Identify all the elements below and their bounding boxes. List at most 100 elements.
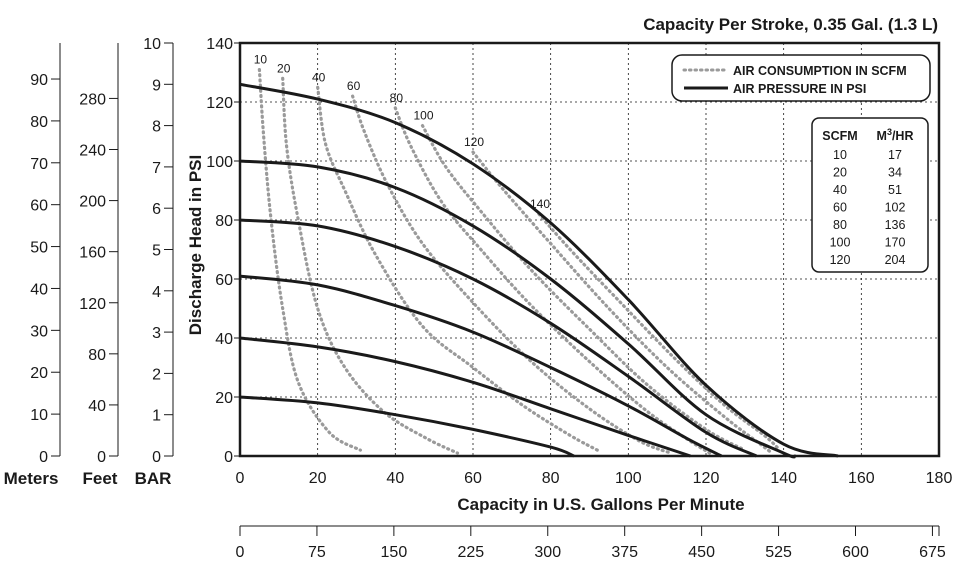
x-tick-label: 80 [542,470,560,487]
unit-axis-label: 60 [30,198,48,215]
table-cell-m3hr: 17 [888,148,902,162]
x-tick-label: 60 [464,470,482,487]
chart-title: Capacity Per Stroke, 0.35 Gal. (1.3 L) [643,15,938,34]
x-tick-label: 140 [770,470,797,487]
secondary-axis-label: 375 [611,544,638,561]
secondary-axis-label: 525 [765,544,792,561]
air-curve-100 [420,124,747,452]
unit-axis-label: 5 [152,243,161,260]
unit-axis-label: 0 [39,449,48,466]
x-tick-label: 160 [848,470,875,487]
table-cell-scfm: 10 [833,148,847,162]
x-tick-label: 120 [693,470,720,487]
unit-axis-label: 1 [152,408,161,425]
air-curve-60 [351,94,673,455]
table-cell-scfm: 100 [830,236,851,250]
pressure-curve-100 [239,159,797,459]
unit-axis-label: 280 [79,91,106,108]
unit-axis-label: 9 [152,77,161,94]
conversion-table-box [811,117,929,273]
unit-axis-label: 70 [30,156,48,173]
unit-axis-label: 0 [152,449,161,466]
y-tick-label: 80 [215,213,233,230]
unit-axis-label: 80 [88,347,106,364]
unit-axis-label: 120 [79,296,106,313]
unit-axis-label: 50 [30,240,48,257]
unit-axis-label: 40 [88,398,106,415]
air-consumption-curves: 10 20 40 60 80 100 120 140 [254,53,782,455]
unit-axis-title-feet: Feet [83,469,118,488]
air-curve-label-40: 40 [312,70,326,84]
y-tick-label: 120 [206,95,233,112]
unit-axis-label: 7 [152,160,161,177]
legend-air-label: AIR CONSUMPTION IN SCFM [733,64,907,78]
air-curve-10 [257,68,362,452]
table-cell-m3hr: 170 [885,236,906,250]
unit-axis-label: 30 [30,323,48,340]
pressure-curve-80 [239,218,758,458]
secondary-axis-label: 225 [457,544,484,561]
table-cell-scfm: 120 [830,253,851,267]
legend-box [671,54,931,102]
plot-ticks: 0 20 40 60 80 100 120 140 160 1800204060801001201… [206,36,952,487]
y-axis-title: Discharge Head in PSI [186,155,205,335]
unit-axis-label: 20 [30,365,48,382]
table-cell-scfm: 20 [833,166,847,180]
unit-axis-label: 40 [30,281,48,298]
legend-pressure-label: AIR PRESSURE IN PSI [733,82,866,96]
table-cell-m3hr: 136 [885,218,906,232]
y-tick-label: 0 [224,449,233,466]
table-cell-m3hr: 102 [885,201,906,215]
air-curve-140 [537,212,782,452]
pressure-curve-120 [239,82,839,458]
table-cell-scfm: 80 [833,218,847,232]
secondary-axis-label: 450 [688,544,715,561]
secondary-axis-label: 675 [919,544,946,561]
y-tick-label: 100 [206,154,233,171]
unit-axis-title-bar: BAR [135,469,172,488]
y-tick-label: 20 [215,390,233,407]
x-tick-label: 0 [236,470,245,487]
legend: AIR CONSUMPTION IN SCFM AIR PRESSURE IN … [671,54,931,102]
y-tick-label: 140 [206,36,233,53]
secondary-axis-label: 300 [534,544,561,561]
secondary-axis-label: 600 [842,544,869,561]
air-curve-20 [281,76,460,455]
table-header-scfm: SCFM [822,129,857,143]
y-tick-label: 60 [215,272,233,289]
secondary-x-axis: 0 75 150 225 300 375 450 525 600 675 [236,525,946,561]
secondary-axis-label: 0 [236,544,245,561]
pressure-curve-20 [239,395,575,458]
unit-axis-label: 80 [30,114,48,131]
air-curve-label-100: 100 [414,109,434,123]
x-tick-label: 180 [926,470,953,487]
unit-axis-label: 4 [152,284,161,301]
table-cell-scfm: 60 [833,201,847,215]
air-pressure-curves [239,82,839,459]
unit-axis-title-meters: Meters [4,469,59,488]
table-rows: 10 17 20 34 40 51 60 102 80 136 100 170 120 204 [830,148,906,267]
x-tick-label: 20 [309,470,327,487]
unit-axis-label: 0 [97,449,106,466]
pressure-curve-40 [239,336,691,458]
table-cell-m3hr: 51 [888,183,902,197]
plot-frame [238,41,941,458]
table-cell-m3hr: 34 [888,166,902,180]
unit-axis-label: 200 [79,194,106,211]
secondary-axis-label: 150 [381,544,408,561]
unit-axis-label: 10 [143,36,161,53]
table-header-m3hr: M3/HR [877,127,914,143]
air-curve-label-10: 10 [254,53,268,67]
unit-axis-label: 2 [152,366,161,383]
pressure-curve-60 [239,274,723,458]
air-curve-label-20: 20 [277,61,291,75]
air-curve-40 [316,85,599,452]
x-tick-label: 40 [386,470,404,487]
table-cell-scfm: 40 [833,183,847,197]
unit-axis-label: 3 [152,325,161,342]
table-cell-m3hr: 204 [885,253,906,267]
x-axis-title: Capacity in U.S. Gallons Per Minute [457,495,744,514]
secondary-axis-label: 75 [308,544,326,561]
x-tick-label: 100 [615,470,642,487]
